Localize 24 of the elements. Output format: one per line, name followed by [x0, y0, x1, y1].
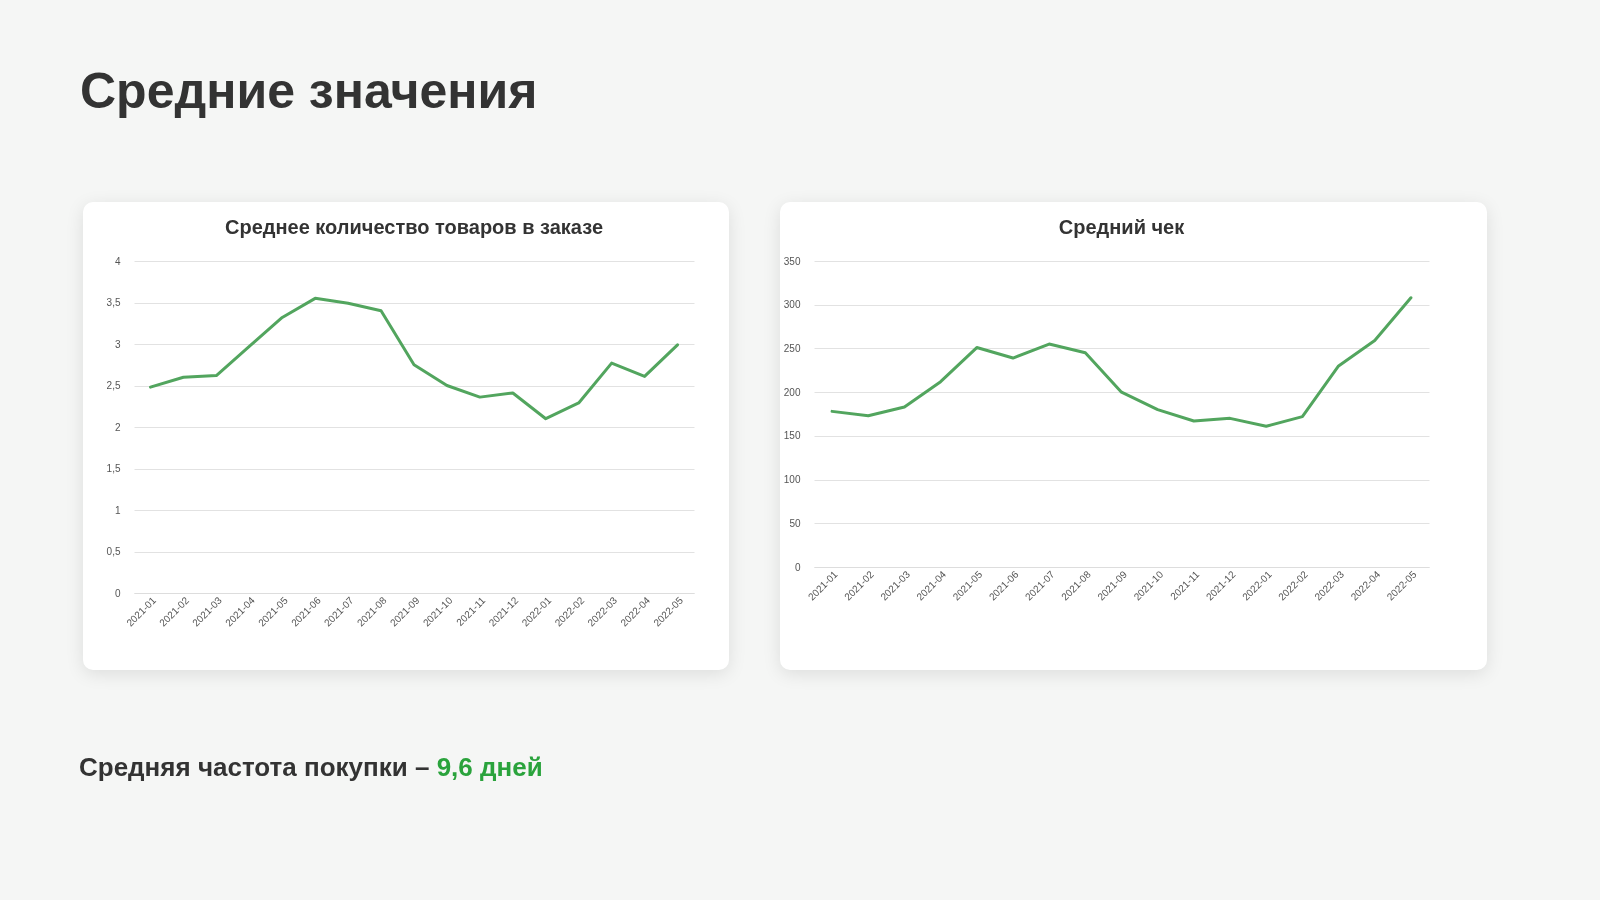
y-tick-label: 350	[783, 255, 801, 267]
y-tick-label: 0	[794, 561, 801, 573]
y-tick-label: 100	[783, 474, 801, 486]
y-tick-label: 1,5	[106, 463, 121, 474]
y-tick-label: 0,5	[106, 546, 121, 557]
y-tick-label: 0	[114, 587, 121, 599]
y-tick-label: 3	[114, 338, 121, 350]
line-series	[830, 296, 1413, 428]
text: 9,6 дней	[436, 752, 543, 782]
y-tick-label: 250	[783, 342, 801, 354]
text: Средняя частота покупки –	[79, 752, 431, 782]
y-tick-label: 3,5	[106, 297, 121, 308]
y-tick-label: 1	[114, 504, 121, 516]
y-tick-label: 150	[783, 430, 801, 442]
y-tick-label: 50	[789, 517, 801, 529]
y-tick-label: 300	[783, 299, 801, 311]
y-tick-label: 2	[114, 421, 121, 433]
y-tick-label: 200	[783, 386, 801, 398]
y-tick-label: 4	[114, 255, 121, 267]
chart-title: Средний чек	[1058, 216, 1186, 238]
chart-title: Среднее количество товаров в заказе	[224, 216, 604, 238]
line-series	[148, 296, 680, 421]
y-tick-label: 2,5	[106, 380, 121, 391]
text: Средние значения	[80, 62, 538, 120]
